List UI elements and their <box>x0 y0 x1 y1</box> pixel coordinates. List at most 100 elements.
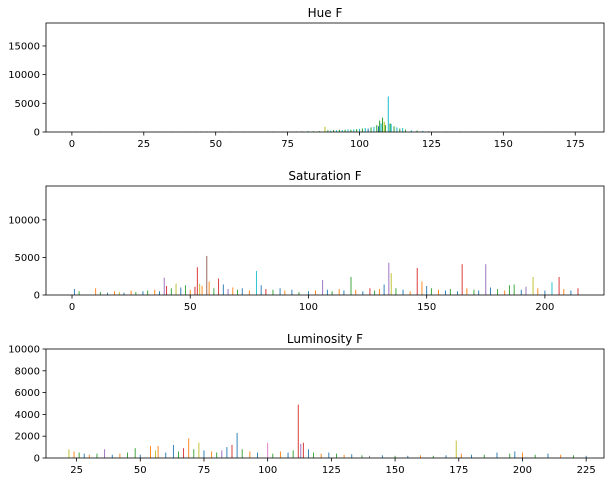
saturation-bar <box>508 285 510 295</box>
saturation-bar <box>402 289 404 295</box>
luminosity-bar <box>226 447 228 458</box>
hue-x-tick-label: 0 <box>69 139 75 150</box>
saturation-bar <box>563 288 565 295</box>
saturation-x-tick-label: 100 <box>299 302 318 313</box>
saturation-bar <box>570 290 572 295</box>
saturation-axes-frame <box>45 185 605 296</box>
saturation-bar <box>478 290 480 295</box>
luminosity-bar <box>231 444 233 458</box>
saturation-bar <box>237 289 238 295</box>
luminosity-bar <box>394 455 396 458</box>
luminosity-bar <box>203 450 205 458</box>
saturation-bar <box>362 291 364 295</box>
luminosity-bar <box>572 455 574 458</box>
hue-bar <box>359 128 361 132</box>
hue-bar <box>327 130 329 132</box>
hue-x-tick-label: 25 <box>137 139 150 150</box>
saturation-bar <box>284 290 286 295</box>
hue-bar <box>389 123 391 132</box>
saturation-bar <box>201 285 203 295</box>
luminosity-y-tick-label: 10000 <box>8 345 40 356</box>
luminosity-bar <box>150 446 151 458</box>
hue-x-tick-label: 100 <box>350 139 369 150</box>
saturation-bar <box>135 291 137 295</box>
luminosity-bar <box>455 440 457 458</box>
saturation-bar <box>383 284 385 295</box>
luminosity-bar <box>272 453 274 458</box>
luminosity-x-tick-label: 125 <box>322 465 341 476</box>
luminosity-bar <box>178 451 179 458</box>
hue-x-tick-label: 75 <box>281 139 294 150</box>
saturation-bar <box>248 290 250 295</box>
hue-bar <box>396 127 398 132</box>
saturation-y-tick-label: 10000 <box>8 215 40 226</box>
saturation-bar <box>350 276 352 295</box>
luminosity-x-tick-label: 100 <box>258 465 277 476</box>
hue-bar <box>364 127 366 132</box>
hue-bar <box>390 123 392 132</box>
luminosity-bar <box>183 448 185 458</box>
luminosity-axes-frame <box>45 348 605 459</box>
hue-bar <box>330 130 332 132</box>
saturation-bar <box>497 288 499 295</box>
luminosity-bar <box>241 449 243 458</box>
saturation-bar <box>466 288 468 295</box>
saturation-bar <box>208 281 210 295</box>
saturation-bar <box>416 267 418 295</box>
saturation-x-tick-label: 200 <box>535 302 554 313</box>
luminosity-bar <box>165 452 167 458</box>
luminosity-bar <box>585 455 587 458</box>
luminosity-bar <box>381 455 383 458</box>
luminosity-bar <box>188 438 190 458</box>
luminosity-bar <box>119 453 121 458</box>
saturation-bar <box>123 292 125 295</box>
saturation-bar <box>189 289 191 295</box>
luminosity-bar <box>279 451 281 458</box>
saturation-bar <box>260 285 262 295</box>
luminosity-bar <box>496 452 498 458</box>
hue-axes-frame <box>45 22 605 133</box>
luminosity-bar <box>313 452 314 458</box>
saturation-bar <box>206 255 208 295</box>
saturation-bar <box>298 291 300 295</box>
saturation-bar <box>227 288 229 295</box>
saturation-bar <box>78 291 80 295</box>
saturation-bar <box>473 289 475 295</box>
saturation-bar <box>449 288 451 295</box>
luminosity-y-tick-label: 2000 <box>15 432 40 443</box>
hue-bar <box>307 131 309 132</box>
luminosity-bar <box>139 454 141 458</box>
hue-y-tick-label: 10000 <box>8 70 40 81</box>
saturation-bar <box>378 288 380 295</box>
luminosity-bar <box>111 454 113 458</box>
saturation-bar <box>315 290 316 295</box>
saturation-bar <box>73 288 75 295</box>
luminosity-bar <box>292 450 294 458</box>
luminosity-bar <box>432 455 434 458</box>
saturation-bar <box>343 290 345 295</box>
luminosity-bar <box>78 452 80 458</box>
luminosity-bar <box>96 453 98 458</box>
saturation-bar <box>107 292 108 295</box>
hue-bar <box>318 131 320 132</box>
saturation-bar <box>426 285 428 295</box>
saturation-bar <box>279 288 281 295</box>
saturation-bar <box>520 289 522 295</box>
saturation-bar <box>395 288 397 295</box>
hue-bar <box>350 129 352 132</box>
saturation-bar <box>255 270 257 295</box>
luminosity-bar <box>267 442 269 458</box>
hue-bar <box>405 129 407 132</box>
saturation-y-tick-label: 5000 <box>15 253 40 264</box>
luminosity-bar <box>483 454 485 458</box>
saturation-bar <box>504 290 506 295</box>
hue-x-tick-label: 125 <box>422 139 441 150</box>
saturation-bar <box>159 291 160 295</box>
luminosity-bar <box>198 442 200 458</box>
hue-bars <box>100 96 547 133</box>
luminosity-bar <box>88 454 90 458</box>
luminosity-y-tick-label: 6000 <box>15 388 40 399</box>
saturation-bar <box>388 262 390 295</box>
luminosity-histogram-panel: Luminosity F 25 50 75 100 125 150 175 200 225 0 20… <box>8 332 605 476</box>
